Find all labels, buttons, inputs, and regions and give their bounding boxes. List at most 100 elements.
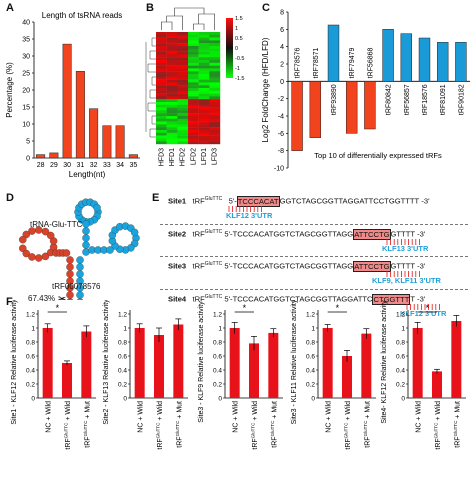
trna-nucleotide <box>82 227 90 235</box>
panel-c-ytick-label: 6 <box>280 27 284 34</box>
heatmap-cell <box>209 32 221 35</box>
heatmap-cell <box>209 135 221 139</box>
heatmap-cell <box>166 107 178 111</box>
panel-f-category-label: NC + Wild <box>138 401 145 433</box>
category-prefix: NC <box>326 423 333 433</box>
category-suffix: + Wild <box>416 401 423 423</box>
panel-f-ytick-label: 0.2 <box>26 381 35 388</box>
heatmap-cell <box>209 138 221 142</box>
heatmap-cell <box>209 68 221 72</box>
category-prefix: tRF <box>435 438 442 449</box>
heatmap-cell <box>177 79 189 83</box>
panel-f-bar <box>229 328 240 398</box>
heatmap-cell <box>177 96 189 100</box>
panel-c-bar <box>436 42 449 82</box>
panel-f-ytick-label: 1 <box>401 325 405 332</box>
site2-seq-a: TCCCACATGGTCTAGCGGTTAGG <box>232 229 354 239</box>
heatmap-cell <box>177 124 189 128</box>
trf-fragment-label: tRF00078576 <box>52 282 101 291</box>
site4-seq-c: T <box>410 294 415 304</box>
heatmap-cell <box>156 135 167 139</box>
trna-nucleotide <box>19 244 27 253</box>
panel-f-ytick-label: 0.8 <box>213 339 222 346</box>
panel-a-xtick-label: 29 <box>50 162 58 169</box>
heatmap-cell <box>188 48 199 52</box>
heatmap-scale-label: 1.5 <box>235 16 243 22</box>
heatmap-cell <box>188 37 199 41</box>
panel-c-ytick-label: -6 <box>278 131 284 138</box>
heatmap-cell <box>209 104 221 108</box>
site4-trf: tRF <box>192 294 205 304</box>
heatmap-scale-label: 1 <box>235 26 238 32</box>
heatmap-cell <box>166 54 178 58</box>
panel-f-ylabel: Site4- KLF12 Relative luciferase activit… <box>381 300 388 424</box>
panel-f-ytick-label: 1 <box>218 325 222 332</box>
heatmap-cell <box>156 113 167 117</box>
heatmap-cell <box>177 88 189 91</box>
heatmap-cell <box>188 57 199 61</box>
trna-nucleotide <box>22 249 31 258</box>
trna-nucleotide <box>82 241 90 249</box>
panel-a-xtick-label: 28 <box>37 162 45 169</box>
significance-star: * <box>243 303 247 313</box>
category-prefix: NC <box>138 423 145 433</box>
heatmap-cell <box>209 76 221 80</box>
heatmap-cell <box>156 60 167 63</box>
panel-f-bar <box>154 335 164 398</box>
heatmap-cell <box>188 130 199 133</box>
heatmap-cell <box>177 54 189 58</box>
heatmap-cell <box>209 46 221 49</box>
heatmap-cell <box>188 104 199 108</box>
cleavage-percentage: 67.43% <box>28 294 56 303</box>
panel-f-ytick-label: 1.2 <box>306 311 315 318</box>
heatmap-cell <box>209 85 221 89</box>
trna-nucleotide <box>82 220 90 228</box>
heatmap-cell <box>188 76 199 80</box>
heatmap-cell <box>188 138 199 142</box>
panel-f-category-label: tRFGluTTC + Wild <box>344 401 353 450</box>
heatmap-cell <box>166 88 178 91</box>
panel-f-ylabel: Site3 - KLF11 Relative luciferase activi… <box>291 300 298 424</box>
trna-title: tRNA-Glu-TTC <box>30 220 83 229</box>
heatmap-cell <box>198 48 210 52</box>
panel-a-bar <box>89 108 99 159</box>
heatmap-cell <box>209 141 221 145</box>
heatmap-cell <box>156 37 167 41</box>
panel-a-ytick-label: 10 <box>22 122 30 129</box>
panel-f-ytick-label: 0.2 <box>306 381 315 388</box>
panel-a-ytick-label: 20 <box>22 88 30 95</box>
heatmap-cell <box>209 57 221 61</box>
heatmap-cell <box>177 110 189 114</box>
panel-f-ytick-label: 0.6 <box>26 353 35 360</box>
category-sup: GluTTC <box>363 420 368 437</box>
heatmap-cell <box>188 32 199 35</box>
heatmap-cell <box>177 90 189 94</box>
heatmap-cell <box>198 130 210 133</box>
heatmap-cell <box>166 57 178 61</box>
heatmap-cell <box>166 60 178 63</box>
heatmap-cell <box>198 132 210 136</box>
panel-a-xtick-label: 30 <box>63 162 71 169</box>
heatmap-cell <box>209 96 221 100</box>
heatmap-cell <box>156 57 167 61</box>
heatmap-cell <box>188 65 199 69</box>
heatmap-cell <box>177 141 189 145</box>
heatmap-cell <box>156 88 167 91</box>
category-prefix: NC <box>46 423 53 433</box>
heatmap-cell <box>188 96 199 100</box>
heatmap-cell <box>198 43 210 47</box>
heatmap-cell <box>198 34 210 38</box>
heatmap-cell <box>198 107 210 111</box>
panel-c-bar <box>345 81 358 134</box>
panel-c-ylabel: Log2 FoldChange (HFD/LFD) <box>261 37 270 142</box>
site3-3p: -3' <box>417 261 426 271</box>
site1-pairing-ticks <box>228 206 262 212</box>
panel-f-ytick-label: 0.2 <box>118 381 127 388</box>
heatmap-cell <box>166 116 178 119</box>
category-sup: GluTTC <box>270 420 275 437</box>
heatmap-cell <box>177 60 189 63</box>
heatmap-cell <box>156 46 167 49</box>
panel-f-ytick-label: 1 <box>31 325 35 332</box>
site1-label: Site1 <box>168 196 187 206</box>
category-suffix: + Wild <box>326 401 333 423</box>
